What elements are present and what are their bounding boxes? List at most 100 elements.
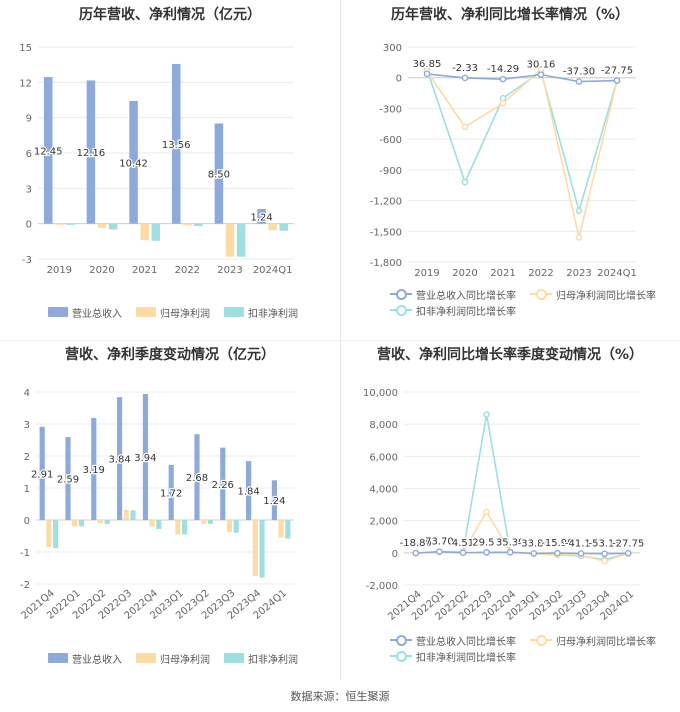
legend-item[interactable]: 扣非净利润 (224, 304, 298, 320)
data-label: 1.72 (160, 488, 182, 499)
panel-quarterly-amounts: 营收、净利季度变动情况（亿元） 4 3 2 1 0 -1 -2 2021Q4 2022Q1 202… (0, 340, 340, 680)
bar (236, 223, 246, 257)
legend-label: 扣非净利润同比增长率 (416, 652, 516, 664)
bar (53, 520, 59, 549)
legend-label: 营业总收入同比增长率 (416, 636, 516, 648)
legend-item[interactable]: 营业总收入 (48, 304, 122, 320)
legend-item[interactable]: 归母净利润同比增长率 (530, 286, 656, 302)
data-point (624, 549, 632, 557)
legend-swatch (48, 307, 68, 317)
bar (72, 520, 78, 527)
legend-item[interactable]: 归母净利润同比增长率 (530, 632, 656, 648)
y-tick-label: -1,500 (370, 227, 402, 238)
legend-label: 营业总收入 (72, 308, 122, 320)
series-line (426, 69, 618, 214)
data-point (577, 550, 585, 557)
bar (246, 461, 252, 520)
data-point (537, 71, 545, 78)
x-tick-label: 2022 (528, 268, 553, 279)
data-label: -37.30 (563, 67, 595, 78)
chart-svg: 300 0 -300 -600 -900 -1,200 -1,500 -1,800 2019 20… (370, 43, 637, 279)
y-tick-label: 6 (26, 149, 32, 160)
legend-item[interactable]: 营业总收入同比增长率 (390, 286, 516, 302)
bar (97, 520, 104, 524)
legend-label: 归母净利润同比增长率 (556, 636, 656, 648)
legend-item[interactable]: 扣非净利润同比增长率 (390, 302, 516, 318)
y-tick-label: -1,800 (370, 258, 402, 269)
data-point (423, 70, 431, 78)
data-label: -18.89 (400, 538, 432, 549)
legend-item[interactable]: 营业总收入 (48, 650, 122, 666)
panel-quarterly-growth: 营收、净利同比增长率季度变动情况（%） 10,000 8,000 6,000 4,00… (340, 340, 680, 680)
bar (252, 520, 258, 576)
data-label: 2.91 (31, 469, 53, 480)
legend-swatch (224, 307, 244, 317)
bar (142, 393, 148, 520)
data-point (461, 123, 469, 131)
data-label: 1.84 (237, 487, 259, 498)
legend-line-icon (390, 304, 412, 316)
legend-label: 营业总收入同比增长率 (416, 290, 516, 302)
data-point (412, 549, 420, 557)
bar (268, 223, 277, 231)
bar (220, 447, 226, 520)
legend-item[interactable]: 归母净利润 (136, 304, 210, 320)
y-tick-label: 6,000 (369, 452, 398, 463)
legend-item[interactable]: 扣非净利润同比增长率 (390, 648, 516, 664)
bar (117, 397, 123, 520)
y-tick-label: 9 (26, 114, 32, 125)
bar (129, 100, 138, 224)
data-point (575, 234, 583, 241)
data-point (575, 207, 583, 215)
x-tick-label: 2019 (414, 268, 439, 279)
legend-line-icon (390, 288, 412, 300)
y-tick-label: 0 (24, 516, 30, 527)
x-tick-label: 2021 (132, 265, 157, 276)
legend-item[interactable]: 营业总收入同比增长率 (390, 632, 516, 648)
legend-line-icon (390, 634, 412, 646)
bar (108, 223, 118, 230)
bar (78, 520, 84, 527)
x-tick-label: 2021 (490, 268, 515, 279)
data-label: 1.24 (263, 496, 285, 507)
y-tick-label: -1,200 (370, 197, 402, 208)
data-label: -14.29 (487, 64, 519, 75)
bar (175, 520, 181, 535)
y-tick-label: 1 (24, 484, 30, 495)
legend-label: 扣非净利润 (248, 654, 298, 666)
legend-line-icon (390, 650, 412, 662)
legend-line-icon (530, 634, 552, 646)
data-label: 30.16 (527, 60, 556, 71)
legend-label: 归母净利润 (160, 654, 210, 666)
legend-swatch (224, 653, 244, 663)
data-point (530, 550, 538, 557)
data-label: 35.39 (496, 537, 525, 548)
series-line (415, 550, 629, 555)
data-label: 12.16 (77, 148, 106, 159)
data-point (554, 549, 561, 557)
legend-swatch (48, 653, 68, 663)
data-point (601, 557, 608, 565)
y-tick-label: -1 (20, 548, 30, 559)
data-source-note: 数据来源：恒生聚源 (290, 690, 390, 703)
chart-svg: 43210-1-22021Q42022Q12022Q22022Q32022Q42… (19, 388, 294, 622)
chart-title: 历年营收、净利同比增长率情况（%） (390, 7, 630, 23)
legend-item[interactable]: 扣非净利润 (224, 650, 298, 666)
legend-label: 营业总收入 (72, 654, 122, 666)
y-tick-label: 3 (24, 420, 30, 431)
y-tick-label: 4 (24, 388, 30, 399)
chart-legend: 营业总收入同比增长率 归母净利润同比增长率扣非净利润同比增长率 (390, 632, 680, 664)
bar (285, 520, 291, 539)
chart-title: 营收、净利季度变动情况（亿元） (65, 347, 275, 363)
data-label: 3.19 (83, 465, 105, 476)
y-tick-label: 0 (396, 74, 402, 85)
data-label: -33.84 (518, 538, 550, 549)
bar (104, 520, 110, 524)
bar (194, 223, 203, 227)
data-label: 10.42 (119, 158, 148, 169)
bar (55, 223, 64, 225)
data-label: 8.50 (208, 170, 230, 181)
x-tick-label: 2024Q1 (253, 265, 293, 276)
data-label: 29.51 (472, 537, 501, 548)
legend-item[interactable]: 归母净利润 (136, 650, 210, 666)
